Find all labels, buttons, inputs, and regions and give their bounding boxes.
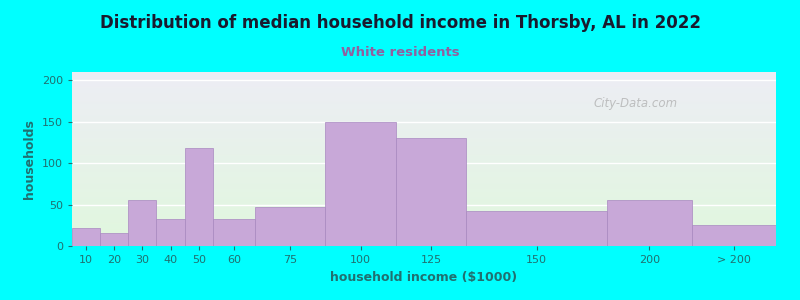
Bar — [607, 200, 691, 246]
Bar — [255, 207, 326, 246]
Text: White residents: White residents — [341, 46, 459, 59]
Bar — [691, 225, 776, 246]
Bar — [213, 220, 255, 246]
Bar — [100, 233, 128, 246]
Y-axis label: households: households — [23, 119, 36, 199]
Bar — [185, 148, 213, 246]
Bar — [326, 122, 396, 246]
Text: City-Data.com: City-Data.com — [593, 97, 678, 110]
Bar — [128, 200, 157, 246]
Bar — [466, 211, 607, 246]
Bar — [72, 228, 100, 246]
Bar — [157, 220, 185, 246]
Text: Distribution of median household income in Thorsby, AL in 2022: Distribution of median household income … — [99, 14, 701, 32]
X-axis label: household income ($1000): household income ($1000) — [330, 271, 518, 284]
Bar — [396, 138, 466, 246]
